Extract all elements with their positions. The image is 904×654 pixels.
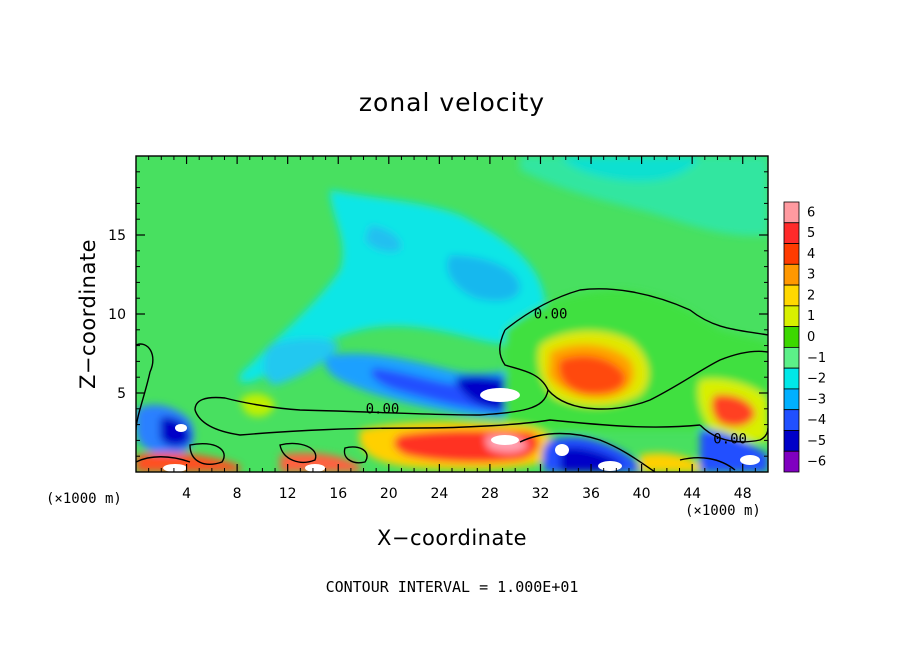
- x-tick-label: 48: [734, 486, 752, 502]
- zero-contours: [136, 288, 768, 472]
- chart-title: zonal velocity: [358, 88, 546, 117]
- x-tick-label: 20: [380, 486, 398, 502]
- x-unit-label-right: (×1000 m): [685, 503, 761, 519]
- contour-interval-note: CONTOUR INTERVAL = 1.000E+01: [325, 578, 579, 596]
- colorbar-label: 6: [807, 205, 815, 220]
- x-tick-label: 32: [532, 486, 550, 502]
- colorbar-label: 1: [807, 309, 815, 324]
- colorbar-swatch: [783, 450, 800, 473]
- x-tick-label: 8: [233, 486, 242, 502]
- colorbar-label: 5: [807, 226, 815, 241]
- x-tick-label: 4: [182, 486, 191, 502]
- colorbar-swatch: [783, 409, 800, 431]
- x-axis-label: X−coordinate: [377, 526, 527, 550]
- colorbar-swatch: [783, 367, 800, 390]
- x-tick-label: 24: [430, 486, 448, 502]
- colorbar-swatch: [783, 346, 800, 369]
- colorbar-label: −1: [807, 351, 826, 366]
- x-tick-label: 28: [481, 486, 499, 502]
- colorbar-swatch: [783, 243, 800, 265]
- contour-label: 0.00: [534, 307, 568, 323]
- colorbar-swatch: [783, 263, 800, 286]
- contour-label: 0.00: [713, 432, 747, 448]
- y-tick-label: 10: [108, 307, 126, 323]
- colorbar-label: −5: [807, 434, 826, 449]
- colorbar-label: 4: [807, 247, 815, 262]
- colorbar-label: −4: [807, 413, 826, 428]
- colorbar-swatch: [783, 326, 800, 348]
- contour-label: 0.00: [366, 402, 400, 418]
- x-tick-label: 40: [633, 486, 651, 502]
- colorbar-swatch: [783, 305, 800, 328]
- colorbar-label: −2: [807, 372, 826, 387]
- colorbar-swatch: [783, 388, 800, 411]
- colorbar-label: −3: [807, 392, 826, 407]
- colorbar-label: 2: [807, 288, 815, 303]
- colorbar-label: 0: [807, 330, 815, 345]
- x-unit-label-left: (×1000 m): [46, 491, 122, 507]
- x-tick-label: 36: [582, 486, 600, 502]
- colorbar-label: −6: [807, 455, 826, 470]
- x-tick-label: 12: [279, 486, 297, 502]
- colorbar-swatch: [783, 430, 800, 452]
- y-tick-label: 15: [108, 228, 126, 244]
- x-tick-label: 16: [329, 486, 347, 502]
- x-tick-label: 44: [683, 486, 701, 502]
- colorbar-swatch: [783, 201, 800, 224]
- velocity-field: [136, 156, 768, 472]
- y-tick-label: 5: [117, 386, 126, 402]
- colorbar-swatch: [783, 284, 800, 307]
- colorbar-swatch: [783, 222, 800, 244]
- colorbar-label: 3: [807, 268, 815, 283]
